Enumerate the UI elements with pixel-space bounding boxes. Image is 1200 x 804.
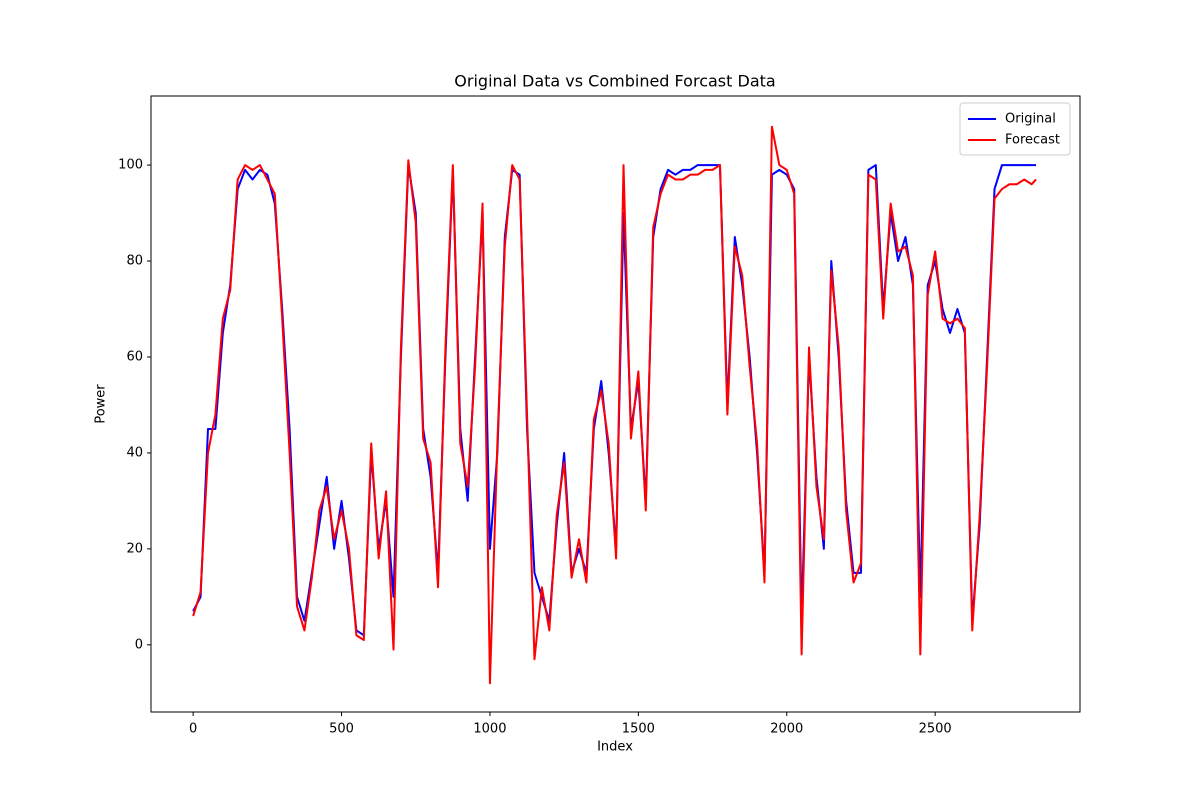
x-tick-label: 2500 (919, 722, 952, 737)
x-tick-label: 1000 (473, 722, 506, 737)
x-tick-label: 2000 (770, 722, 803, 737)
y-tick-label: 40 (126, 445, 143, 460)
chart-title: Original Data vs Combined Forcast Data (454, 72, 775, 91)
line-series (192, 125, 1037, 685)
x-axis-label: Index (597, 740, 633, 755)
y-tick-label: 20 (126, 541, 143, 556)
line-series (192, 164, 1037, 637)
y-tick-label: 100 (118, 158, 143, 173)
y-tick-label: 80 (126, 254, 143, 269)
x-tick-label: 0 (189, 722, 197, 737)
y-tick-label: 0 (135, 637, 143, 652)
x-tick-label: 500 (329, 722, 354, 737)
y-tick-label: 60 (126, 349, 143, 364)
legend-label: Forecast (1005, 133, 1060, 148)
x-tick-label: 1500 (622, 722, 655, 737)
y-axis-label: Power (94, 384, 109, 424)
legend-box (959, 102, 1071, 156)
plot-frame (150, 95, 1081, 713)
legend-label: Original (1005, 112, 1056, 127)
